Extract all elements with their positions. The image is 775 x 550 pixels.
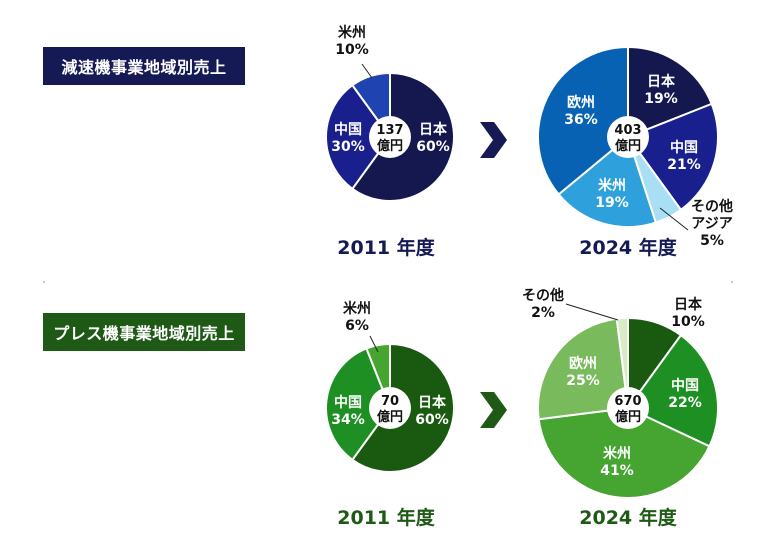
leader-line (361, 63, 373, 79)
slice-label: 中国 (670, 139, 698, 156)
slice-label: 米州 (598, 177, 626, 194)
slice-label: 米州 (603, 445, 631, 462)
pie-slice (557, 135, 658, 228)
divider-dot-left (43, 281, 45, 283)
pie-slice (537, 317, 630, 421)
slice-label: 21% (667, 157, 701, 173)
year-label: 2024 年度 (579, 506, 677, 529)
slice-label: 30% (331, 139, 365, 155)
year-label: 2011 年度 (337, 506, 435, 529)
slice-label: その他 (522, 287, 564, 304)
slice-label: 36% (564, 112, 598, 128)
year-label: 2011 年度 (337, 236, 435, 259)
pie-center-label: 億円 (377, 138, 403, 154)
slice-label: 欧州 (567, 94, 595, 111)
leader-line (369, 335, 379, 353)
slice-label: 19% (644, 91, 678, 107)
pie-center-label: 670 (614, 394, 641, 409)
slice-label: 25% (566, 373, 600, 389)
slice-label: 中国 (334, 121, 362, 138)
leader-line (565, 303, 619, 321)
slice-label: 60% (416, 139, 450, 155)
pie-slice (615, 316, 629, 409)
slice-label: 2% (531, 305, 555, 321)
pie-center-label: 億円 (377, 409, 403, 425)
slice-label: 19% (595, 195, 629, 211)
pie-slice (537, 45, 629, 196)
pie-slice (325, 347, 392, 462)
pie-center-label: 億円 (615, 138, 641, 154)
arrow-right-icon-bottom (480, 392, 507, 428)
slice-label: 欧州 (569, 355, 597, 372)
pie-center-hole (369, 116, 411, 158)
slice-label: 中国 (334, 394, 362, 411)
slice-label: 日本 (418, 394, 447, 411)
slice-label: 60% (415, 412, 449, 428)
section-title-reducer: 減速機事業地域別売上 (43, 47, 245, 85)
slice-label: アジア (691, 216, 732, 232)
slice-label: その他 (691, 198, 733, 215)
slice-label: 6% (345, 318, 369, 334)
leader-line (659, 207, 689, 231)
year-label: 2024 年度 (579, 236, 677, 259)
pie-slice (537, 406, 711, 499)
slice-label: 日本 (647, 73, 676, 90)
slice-label: 日本 (419, 121, 448, 138)
pie-center-hole (607, 387, 649, 429)
pie-center-hole (369, 387, 411, 429)
pie-slice (627, 45, 713, 139)
divider-dot-right (731, 281, 733, 283)
section-title-press: プレス機事業地域別売上 (43, 313, 245, 351)
slice-label: 41% (600, 463, 634, 479)
slice-label: 10% (335, 42, 369, 58)
slice-label: 34% (331, 412, 365, 428)
slice-label: 米州 (338, 24, 366, 41)
slice-label: 米州 (343, 300, 371, 317)
slice-label: 5% (700, 233, 724, 249)
slice-label: 10% (671, 314, 705, 330)
arrow-right-icon-top (480, 122, 507, 158)
pie-slice (325, 83, 392, 191)
pie-slice (626, 102, 719, 212)
pie-center-label: 403 (614, 123, 641, 138)
pie-center-hole (607, 116, 649, 158)
pie-center-label: 137 (376, 123, 403, 138)
pie-center-label: 億円 (615, 409, 641, 425)
slice-label: 日本 (674, 296, 703, 313)
pie-center-label: 70 (381, 394, 399, 409)
slice-label: 中国 (671, 377, 699, 394)
slice-label: 22% (668, 395, 702, 411)
